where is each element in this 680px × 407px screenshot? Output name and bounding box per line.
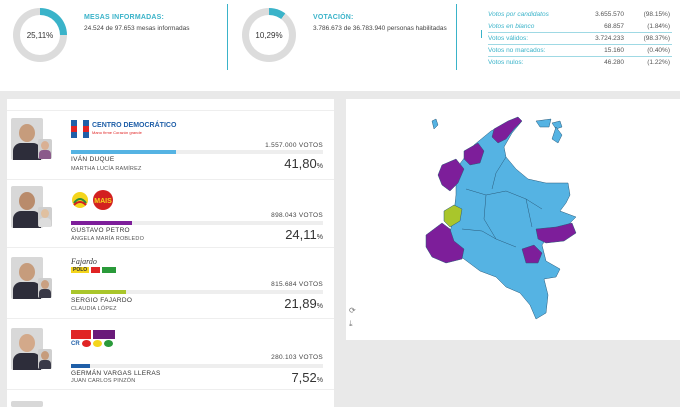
divider	[227, 4, 228, 70]
candidate-card-petro[interactable]: MAIS 898.043 VOTOS GUSTAVO PETRO ÁNGELA …	[7, 179, 334, 248]
party-logo: CR	[71, 330, 115, 350]
party-logo: Fajardo POLO	[71, 257, 117, 277]
vote-summary-table: Votos por candidatos 3.655.570 (98.15%) …	[482, 9, 678, 69]
candidate-percent: 41,80%	[284, 156, 323, 171]
party-logo-icon	[81, 340, 91, 347]
candidate-percent: 24,11%	[285, 227, 323, 242]
candidates-panel: CENTRO DEMOCRÁTICO Mano firme Corazón gr…	[7, 99, 334, 407]
candidate-card-fajardo[interactable]: Fajardo POLO 815.684 VOTOS SERGIO FAJARD…	[7, 250, 334, 319]
candidate-votes: 898.043 VOTOS	[271, 212, 323, 219]
vote-bar-fill	[71, 221, 132, 225]
candidate-name: IVÁN DUQUE	[71, 156, 115, 163]
running-mate-name: ÁNGELA MARÍA ROBLEDO	[71, 236, 145, 242]
candidate-card-vargas-lleras[interactable]: CR 280.103 VOTOS GERMÁN VARGAS LLERAS JU…	[7, 321, 334, 390]
vote-bar-fill	[71, 290, 127, 294]
divider	[456, 4, 457, 70]
map-region-island	[551, 126, 563, 144]
results-header: 25,11% MESAS INFORMADAS: 24.524 de 97.65…	[0, 0, 680, 91]
vote-bar	[71, 150, 323, 154]
summary-row: Votos no marcados: 15.160 (0.40%)	[482, 45, 678, 57]
candidate-photo	[11, 328, 43, 370]
colombia-humana-logo-icon	[72, 192, 88, 208]
votacion-percent: 10,29%	[249, 15, 289, 55]
candidate-name: GUSTAVO PETRO	[71, 227, 130, 234]
votacion-donut: 10,29%	[242, 8, 296, 62]
mesas-title: MESAS INFORMADAS:	[84, 14, 165, 21]
party-logo-icon	[71, 330, 91, 339]
summary-accent-line	[481, 30, 482, 38]
map-region-caribbean	[463, 142, 485, 166]
running-mate-photo	[38, 349, 52, 369]
vote-bar	[71, 364, 323, 368]
summary-row: Votos válidos: 3.724.233 (98.37%)	[482, 33, 678, 45]
summary-row: Votos en blanco 68.857 (1.84%)	[482, 21, 678, 33]
map-region-pacific	[425, 222, 465, 264]
party-logo-icon	[92, 340, 102, 347]
map-region-guajira	[491, 116, 523, 144]
vote-bar	[71, 290, 323, 294]
party-flag-icon	[102, 267, 117, 273]
mesas-subtitle: 24.524 de 97.653 mesas informadas	[84, 25, 190, 32]
candidate-photo	[11, 257, 43, 299]
vote-bar	[71, 221, 323, 225]
party-logo: MAIS	[71, 190, 114, 210]
party-logo-icon	[93, 330, 115, 339]
download-icon[interactable]: ⤓	[349, 319, 353, 328]
svg-text:MAIS: MAIS	[94, 198, 112, 205]
candidate-photo	[11, 118, 43, 160]
map-region-antioquia-west	[443, 204, 463, 228]
candidate-card-duque[interactable]: CENTRO DEMOCRÁTICO Mano firme Corazón gr…	[7, 111, 334, 180]
map-region-north-west	[437, 158, 465, 192]
vote-bar-fill	[71, 364, 90, 368]
mesas-donut: 25,11%	[13, 8, 67, 62]
candidate-percent: 7,52%	[291, 370, 323, 385]
running-mate-name: CLAUDIA LÓPEZ	[71, 306, 117, 312]
map-region-san-andres	[431, 118, 439, 130]
summary-row: Votos por candidatos 3.655.570 (98.15%)	[488, 11, 670, 18]
mesas-percent: 25,11%	[20, 15, 60, 55]
running-mate-photo	[38, 207, 52, 227]
running-mate-photo	[38, 278, 52, 298]
candidate-votes: 280.103 VOTOS	[271, 354, 323, 361]
running-mate-name: JUAN CARLOS PINZÓN	[71, 378, 136, 384]
colombia-map[interactable]	[346, 99, 680, 340]
vote-bar-fill	[71, 150, 177, 154]
candidate-name: GERMÁN VARGAS LLERAS	[71, 370, 161, 377]
candidate-photo	[11, 401, 43, 407]
map-region-mainland	[441, 116, 577, 320]
party-logo: CENTRO DEMOCRÁTICO Mano firme Corazón gr…	[71, 119, 176, 139]
centro-democratico-logo-icon	[71, 120, 89, 138]
candidate-name: SERGIO FAJARDO	[71, 297, 133, 304]
results-map-panel: ⟳ ⤓	[346, 99, 680, 340]
party-flag-icon	[91, 267, 101, 273]
running-mate-name: MARTHA LUCÍA RAMÍREZ	[71, 166, 142, 172]
map-region-island	[535, 118, 552, 128]
map-region-island	[551, 120, 563, 130]
votacion-title: VOTACIÓN:	[313, 14, 354, 21]
party-logo-icon	[103, 340, 113, 347]
summary-row: Votos nulos: 46.280 (1.22%)	[488, 59, 670, 66]
candidate-percent: 21,89%	[284, 296, 323, 311]
running-mate-photo	[38, 139, 52, 159]
map-region-vichada	[535, 222, 577, 244]
votacion-subtitle: 3.786.673 de 36.783.940 personas habilit…	[313, 25, 447, 32]
map-region-vaupes	[521, 244, 543, 264]
candidate-photo	[11, 186, 43, 228]
candidate-votes: 1.557.000 VOTOS	[265, 142, 323, 149]
refresh-icon[interactable]: ⟳	[349, 306, 356, 315]
mais-logo-icon: MAIS	[93, 190, 113, 210]
candidate-votes: 815.684 VOTOS	[271, 281, 323, 288]
